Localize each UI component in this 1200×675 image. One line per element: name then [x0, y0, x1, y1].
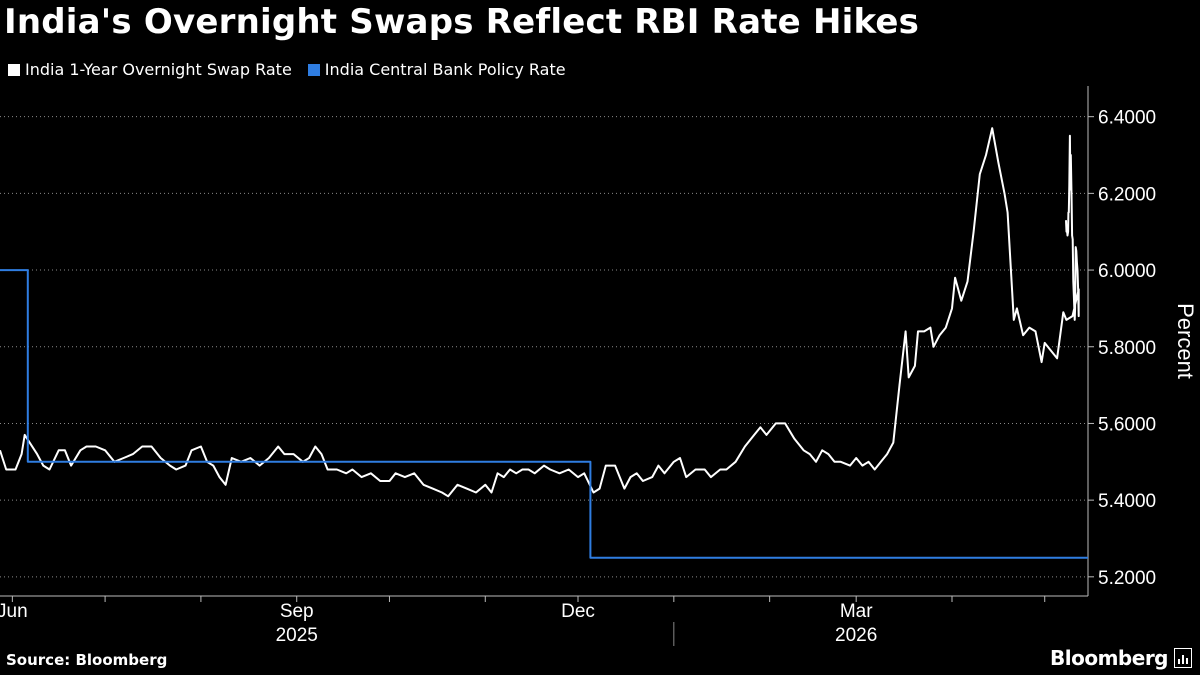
- swap-rate-line: [0, 127, 1080, 498]
- bloomberg-chart-icon: [1174, 648, 1192, 668]
- y-tick-label: 5.6000: [1098, 414, 1156, 435]
- x-axis: Jun Sep Dec Mar 2025 2026: [0, 595, 1088, 646]
- policy-rate-line: [0, 269, 1088, 559]
- legend-label-policy-rate: India Central Bank Policy Rate: [324, 60, 566, 79]
- source-note: Source: Bloomberg: [6, 651, 168, 669]
- x-tick-label: Jun: [0, 601, 28, 622]
- chart-legend: India 1-Year Overnight Swap Rate India C…: [8, 60, 582, 79]
- legend-swatch-swap-rate: [8, 63, 20, 76]
- legend-label-swap-rate: India 1-Year Overnight Swap Rate: [25, 60, 292, 79]
- brand-name: Bloomberg: [1050, 646, 1168, 670]
- grid-lines: [0, 116, 1088, 578]
- x-tick-label: Dec: [561, 601, 595, 622]
- y-axis-title: Percent: [1173, 303, 1198, 379]
- series-lines: [0, 127, 1088, 559]
- x-tick-label: Sep: [280, 601, 314, 622]
- y-tick-label: 6.2000: [1098, 184, 1156, 205]
- legend-swatch-policy-rate: [307, 63, 320, 76]
- x-tick-label: Mar: [840, 601, 873, 622]
- x-year-label: 2026: [835, 625, 877, 646]
- y-tick-label: 5.4000: [1098, 491, 1156, 512]
- chart-title: India's Overnight Swaps Reflect RBI Rate…: [4, 2, 920, 42]
- legend-item-swap-rate: India 1-Year Overnight Swap Rate: [8, 60, 292, 79]
- y-tick-label: 5.8000: [1098, 338, 1156, 359]
- legend-item-policy-rate: India Central Bank Policy Rate: [307, 60, 566, 79]
- y-tick-label: 6.4000: [1098, 108, 1156, 129]
- x-year-label: 2025: [276, 625, 318, 646]
- y-tick-label: 5.2000: [1098, 568, 1156, 589]
- y-tick-label: 6.0000: [1098, 261, 1156, 282]
- brand-logo: Bloomberg: [1050, 646, 1192, 670]
- y-axis: 5.2000 5.4000 5.6000 5.8000 6.0000 6.2000 6.40…: [1087, 86, 1198, 596]
